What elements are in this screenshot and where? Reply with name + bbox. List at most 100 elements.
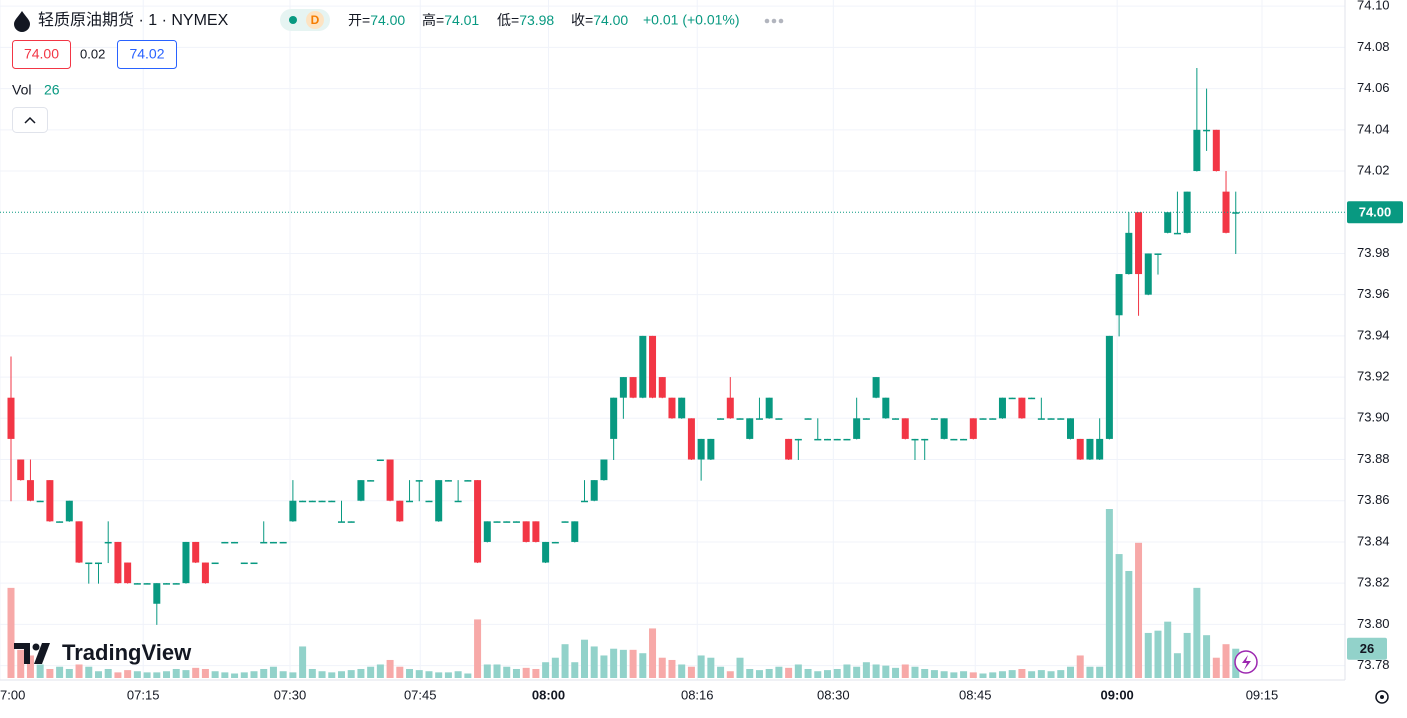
volume-tag (1347, 637, 1387, 660)
last-price-tag (1347, 201, 1403, 224)
candle-body (658, 377, 666, 398)
volume-bar (104, 668, 112, 678)
candle-body (444, 480, 452, 482)
volume-bar (269, 666, 277, 678)
candle-body (328, 500, 336, 503)
y-tick-label: 73.78 (1357, 657, 1390, 672)
spread: 0.02 (80, 46, 105, 61)
x-tick-label: 09:00 (1101, 687, 1134, 702)
candle-body (260, 541, 268, 544)
candle-body (75, 521, 83, 563)
candle-body (318, 500, 326, 503)
candle-body (114, 541, 122, 584)
volume-bar (755, 670, 763, 678)
more-dots[interactable] (764, 18, 784, 24)
candle-body (853, 418, 861, 439)
candle-body (794, 438, 802, 441)
candle-body (600, 459, 608, 481)
y-tick-label: 74.04 (1357, 121, 1390, 136)
candle-body (892, 418, 900, 420)
y-tick-label: 74.06 (1357, 80, 1390, 95)
candle-body (104, 541, 112, 544)
candle-body (590, 480, 598, 501)
logo-dot (32, 643, 40, 651)
change: +0.01 (+0.01%) (643, 12, 740, 28)
candle-body (717, 418, 725, 420)
candle-body (454, 500, 462, 503)
candle-body (1154, 253, 1162, 255)
x-tick-label: 07:15 (127, 687, 160, 702)
volume-bar (619, 649, 627, 678)
volume-bar (94, 671, 102, 678)
y-tick-label: 73.80 (1357, 616, 1390, 631)
volume-bar (989, 672, 997, 678)
volume-bar (1096, 666, 1104, 678)
candle-body (1164, 212, 1172, 233)
volume-bar (629, 649, 637, 678)
volume-bar (736, 657, 744, 678)
candle-body (483, 521, 491, 542)
volume-bar (192, 667, 200, 678)
candle-body (124, 562, 132, 584)
volume-bar (1173, 653, 1181, 678)
ohlc-legend: 开=74.00 高=74.01 低=73.98 收=74.00 (348, 12, 628, 28)
candle-body (435, 480, 443, 522)
lightning-icon (1242, 655, 1251, 670)
candle-body (269, 541, 277, 544)
volume-bar (580, 639, 588, 678)
candle-body (755, 418, 763, 420)
volume-bar (454, 671, 462, 678)
candle-body (1037, 418, 1045, 420)
volume-bar (649, 628, 657, 678)
candle-body (960, 438, 968, 441)
candle-body (512, 521, 520, 523)
candle-body (1183, 191, 1191, 233)
volume-bar (260, 668, 268, 678)
ohlc-item: 低=73.98 (497, 12, 554, 28)
candle-body (425, 500, 433, 503)
ohlc-label: 收= (571, 12, 593, 28)
symbol-title[interactable]: 轻质原油期货 · 1 · NYMEX (38, 11, 229, 29)
volume-bar (318, 671, 326, 678)
volume-bar (1144, 632, 1152, 678)
ohlc-value: 74.00 (593, 12, 628, 28)
volume-bar (1164, 621, 1172, 678)
volume-bar (279, 671, 287, 678)
volume-value: 26 (44, 82, 60, 98)
candle-body (668, 397, 676, 419)
candle-body (639, 335, 647, 398)
volume-bar (765, 668, 773, 678)
candle-body (814, 438, 822, 441)
candle-body (1212, 129, 1220, 172)
y-tick-label: 73.86 (1357, 492, 1390, 507)
candle-body (804, 418, 812, 420)
ask-box[interactable] (117, 40, 177, 69)
volume-bar (804, 668, 812, 678)
candle-body (619, 377, 627, 398)
ohlc-item: 高=74.01 (422, 12, 479, 28)
candle-body (1232, 212, 1240, 214)
ohlc-item: 收=74.00 (571, 12, 628, 28)
volume-bar (26, 655, 34, 678)
settings-icon[interactable] (1375, 690, 1389, 704)
candle-body (522, 521, 530, 542)
candle-body (649, 335, 657, 398)
ohlc-label: 低= (497, 12, 519, 28)
collapse-button[interactable] (12, 107, 48, 133)
volume-bar (872, 664, 880, 678)
volume-bar (532, 668, 540, 678)
volume-bar (930, 670, 938, 678)
volume-bar (250, 671, 258, 678)
volume-label: Vol (12, 82, 31, 98)
candle-body (1008, 397, 1016, 400)
candle-body (707, 438, 715, 460)
volume-bar (17, 649, 25, 678)
volume-bar (75, 664, 83, 678)
bid-box[interactable] (12, 40, 71, 69)
candle-body (1135, 212, 1143, 275)
candle-body (279, 541, 287, 544)
candle-body (36, 500, 44, 503)
candle-body (211, 562, 219, 565)
candle-body (882, 397, 890, 419)
candle-body (998, 397, 1006, 419)
